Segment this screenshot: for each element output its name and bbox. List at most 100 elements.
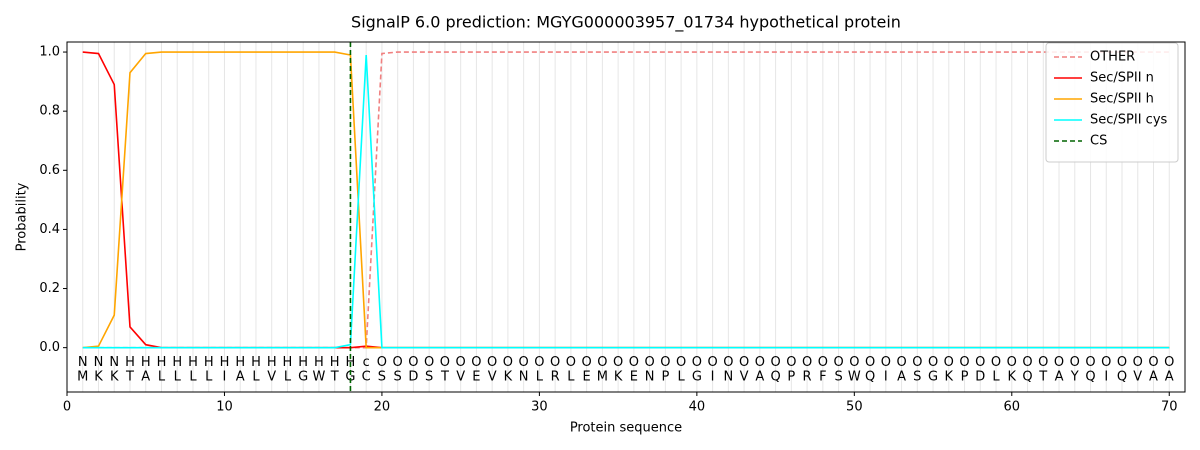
legend-label: Sec/SPII n (1090, 71, 1154, 86)
region-label: O (849, 355, 859, 370)
residue-label: R (551, 370, 560, 385)
region-label: O (377, 355, 387, 370)
region-label: O (944, 355, 954, 370)
region-label: O (408, 355, 418, 370)
legend-label: OTHER (1090, 50, 1135, 65)
residue-label: L (992, 370, 1000, 385)
residue-label: S (834, 370, 842, 385)
residue-label: I (711, 370, 715, 385)
residue-label: L (677, 370, 685, 385)
region-label: O (692, 355, 702, 370)
residue-label: D (975, 370, 985, 385)
region-label: H (314, 355, 324, 370)
residue-label: L (536, 370, 544, 385)
x-tick-label: 10 (216, 400, 233, 415)
region-label: O (676, 355, 686, 370)
region-label: O (959, 355, 969, 370)
series-line (82, 51, 1170, 349)
residue-label: K (110, 370, 119, 385)
region-label: O (739, 355, 749, 370)
residue-label: N (519, 370, 529, 385)
residue-label: Q (1117, 370, 1127, 385)
residue-label: S (425, 370, 433, 385)
residue-label: K (945, 370, 954, 385)
region-label: O (393, 355, 403, 370)
residue-label: V (488, 370, 497, 385)
series-line (82, 54, 1170, 349)
region-label: H (298, 355, 308, 370)
region-label: H (188, 355, 198, 370)
region-label: O (896, 355, 906, 370)
residue-label: I (223, 370, 227, 385)
residue-label: K (504, 370, 513, 385)
region-label: O (833, 355, 843, 370)
residue-label: A (236, 370, 245, 385)
y-tick-label: 1.0 (39, 45, 60, 60)
residue-label: S (378, 370, 386, 385)
region-label: O (550, 355, 560, 370)
region-label: c (363, 355, 370, 370)
region-label: H (283, 355, 293, 370)
residue-label: Q (1085, 370, 1095, 385)
region-label: O (1038, 355, 1048, 370)
region-label: O (660, 355, 670, 370)
residue-label: L (174, 370, 182, 385)
region-label: O (802, 355, 812, 370)
region-label: H (267, 355, 277, 370)
x-tick-label: 70 (1161, 400, 1178, 415)
region-label: O (707, 355, 717, 370)
region-label: O (1133, 355, 1143, 370)
region-label: H (330, 355, 340, 370)
residue-label: D (408, 370, 418, 385)
legend-box (1045, 42, 1179, 163)
region-label: O (991, 355, 1001, 370)
region-label: O (1022, 355, 1032, 370)
region-label: O (424, 355, 434, 370)
region-label: O (770, 355, 780, 370)
residue-label: V (1133, 370, 1142, 385)
x-tick-label: 20 (374, 400, 391, 415)
residue-label: L (189, 370, 197, 385)
residue-label: S (394, 370, 402, 385)
x-tick-label: 60 (1004, 400, 1021, 415)
residue-label: G (298, 370, 308, 385)
region-label: H (251, 355, 261, 370)
region-label: O (456, 355, 466, 370)
legend-label: Sec/SPII h (1090, 92, 1154, 107)
y-tick-label: 0.2 (39, 281, 60, 296)
x-tick-label: 0 (63, 400, 71, 415)
region-label: O (440, 355, 450, 370)
region-label: H (204, 355, 214, 370)
residue-label: A (1149, 370, 1158, 385)
residue-label: L (567, 370, 575, 385)
region-label: H (141, 355, 151, 370)
region-label: H (172, 355, 182, 370)
region-label: O (786, 355, 796, 370)
residue-label: K (94, 370, 103, 385)
residue-label: M (77, 370, 88, 385)
residue-label: S (913, 370, 921, 385)
series-line (82, 51, 1170, 349)
residue-label: Q (770, 370, 780, 385)
residue-label: T (440, 370, 449, 385)
region-label: H (220, 355, 230, 370)
region-label: O (865, 355, 875, 370)
region-label: O (755, 355, 765, 370)
residue-label: E (630, 370, 638, 385)
region-label: O (1007, 355, 1017, 370)
y-axis-label: Probability (15, 182, 30, 251)
residue-label: T (330, 370, 339, 385)
residue-label: P (661, 370, 669, 385)
y-tick-label: 0.8 (39, 104, 60, 119)
region-label: N (109, 355, 119, 370)
residue-label: V (740, 370, 749, 385)
residue-label: W (848, 370, 861, 385)
y-tick-label: 0.0 (39, 340, 60, 355)
residue-label: E (583, 370, 591, 385)
residue-label: P (961, 370, 969, 385)
residue-label: L (252, 370, 260, 385)
residue-label: N (645, 370, 655, 385)
chart-title: SignalP 6.0 prediction: MGYG000003957_01… (351, 13, 901, 33)
residue-label: F (819, 370, 826, 385)
axes-frame (66, 41, 1186, 393)
